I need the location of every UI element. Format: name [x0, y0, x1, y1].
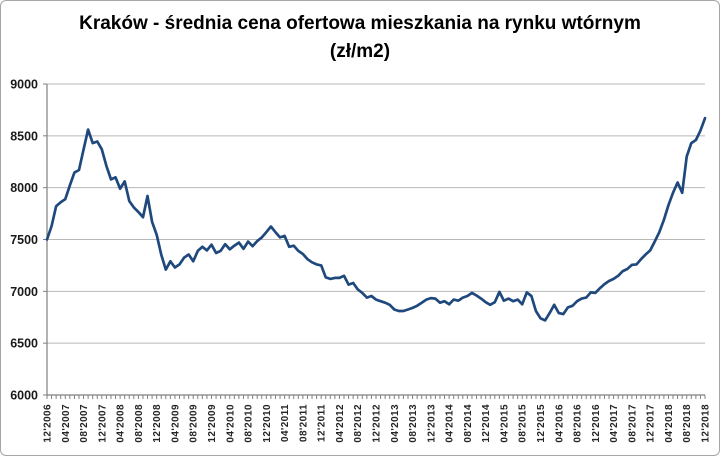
x-axis-label: 04'2007: [61, 404, 72, 443]
x-axis-label: 04'2011: [280, 404, 291, 442]
x-axis-label: 08'2009: [189, 404, 200, 443]
x-axis-label: 12'2007: [97, 404, 108, 443]
x-axis-label: 08'2014: [463, 404, 474, 443]
x-axis-label: 04'2008: [116, 404, 127, 443]
y-axis-label: 7500: [10, 233, 38, 247]
x-axis-label: 12'2011: [317, 404, 328, 442]
y-axis-label: 6000: [10, 389, 38, 403]
x-axis-label: 12'2010: [262, 404, 273, 443]
x-axis-label: 12'2012: [372, 404, 383, 443]
x-axis-label: 08'2012: [353, 404, 364, 443]
x-axis-label: 12'2017: [646, 404, 657, 443]
x-axis-label: 04'2015: [499, 404, 510, 443]
x-axis-label: 08'2007: [79, 404, 90, 443]
x-axis-label: 04'2014: [445, 404, 456, 443]
chart-title: Kraków - średnia cena ofertowa mieszkani…: [79, 13, 641, 62]
x-axis-label: 08'2015: [518, 404, 529, 443]
x-axis-label: 12'2008: [152, 404, 163, 443]
x-axis-label: 08'2016: [573, 404, 584, 443]
x-axis-label: 08'2011: [298, 404, 309, 442]
x-axis-label: 12'2006: [43, 404, 54, 443]
x-axis-label: 04'2009: [170, 404, 181, 443]
y-axis-label: 8500: [10, 129, 38, 143]
x-axis-label: 12'2018: [701, 404, 712, 443]
x-axis-label: 12'2014: [481, 404, 492, 443]
x-axis-label: 04'2018: [664, 404, 675, 443]
x-axis-label: 08'2018: [682, 404, 693, 443]
x-axis-label: 04'2013: [390, 404, 401, 443]
x-axis-label: 12'2009: [207, 404, 218, 443]
y-axis-label: 7000: [10, 285, 38, 299]
price-line: [45, 116, 707, 322]
x-axis-label: 12'2016: [591, 404, 602, 443]
x-axis-label: 04'2017: [609, 404, 620, 443]
x-axis-label: 12'2015: [536, 404, 547, 443]
x-axis-label: 08'2008: [134, 404, 145, 443]
x-axis-label: 04'2010: [225, 404, 236, 443]
x-axis-label: 04'2016: [554, 404, 565, 443]
x-axis-label: 08'2013: [408, 404, 419, 443]
x-axis-label: 12'2013: [426, 404, 437, 443]
x-axis-label: 08'2010: [244, 404, 255, 443]
y-axis-label: 8000: [10, 181, 38, 195]
y-axis-label: 6500: [10, 337, 38, 351]
y-axis-label: 9000: [10, 78, 38, 92]
x-axis-label: 08'2017: [627, 404, 638, 443]
x-axis-label: 04'2012: [335, 404, 346, 443]
